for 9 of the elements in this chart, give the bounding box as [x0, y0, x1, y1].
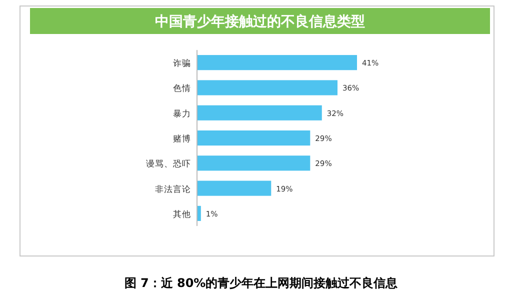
category-label: 非法言论	[155, 184, 191, 195]
category-label: 其他	[173, 210, 191, 220]
title: 中国青少年接触过的不良信息类型	[155, 14, 365, 30]
category-label: 色情	[173, 84, 191, 94]
category-label: 谩骂、恐吓	[146, 160, 191, 170]
category-label: 诈骗	[173, 59, 191, 70]
category-label: 赌博	[173, 134, 191, 144]
annotation: 图 7：近 80%的青少年在上网期间接触过不良信息	[124, 276, 398, 290]
category-label: 暴力	[173, 109, 191, 120]
